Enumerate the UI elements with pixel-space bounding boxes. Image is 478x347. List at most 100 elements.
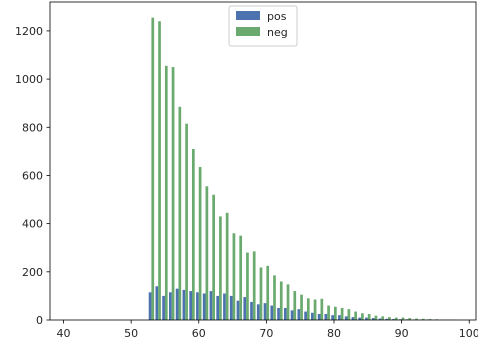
bar-pos-61 (202, 293, 206, 320)
bar-neg-90 (401, 317, 405, 320)
bar-pos-53 (148, 292, 152, 320)
bar-neg-58 (185, 123, 188, 320)
bar-pos-71 (270, 305, 274, 320)
bar-pos-80 (331, 315, 334, 320)
bar-neg-72 (279, 281, 283, 320)
y-tick-label-800: 800 (22, 121, 43, 134)
bar-pos-70 (263, 303, 267, 320)
bar-neg-83 (354, 311, 357, 320)
bar-neg-62 (212, 194, 215, 320)
bar-neg-53 (151, 17, 155, 320)
bar-pos-59 (189, 291, 192, 320)
x-tick-label-90: 90 (395, 327, 409, 340)
bar-pos-69 (256, 304, 260, 320)
bar-neg-84 (361, 313, 364, 320)
bar-neg-86 (374, 315, 378, 320)
bar-neg-85 (367, 313, 371, 320)
bar-pos-55 (162, 295, 165, 320)
bar-neg-65 (232, 233, 236, 320)
bar-pos-60 (196, 292, 199, 320)
bar-neg-57 (178, 106, 182, 320)
bar-neg-93 (421, 318, 425, 320)
bar-pos-77 (311, 312, 314, 320)
bar-pos-66 (236, 300, 240, 320)
bar-pos-68 (250, 301, 253, 320)
bar-neg-64 (225, 212, 229, 320)
bar-pos-64 (223, 293, 226, 320)
bar-neg-71 (273, 275, 276, 320)
x-tick-label-40: 40 (57, 327, 71, 340)
bar-neg-77 (313, 299, 317, 320)
y-tick-label-400: 400 (22, 218, 43, 231)
bar-pos-57 (175, 288, 179, 320)
bar-neg-89 (394, 317, 398, 320)
bar-pos-89 (392, 319, 395, 320)
legend-label-pos: pos (267, 10, 287, 23)
bar-pos-74 (290, 310, 294, 320)
bar-neg-76 (306, 298, 310, 320)
plot-frame (49, 1, 477, 321)
bar-neg-78 (320, 298, 324, 320)
bar-neg-88 (388, 317, 391, 320)
bar-neg-75 (300, 294, 303, 320)
bar-neg-70 (266, 265, 270, 320)
bar-pos-58 (182, 289, 186, 320)
bar-pos-75 (297, 309, 301, 320)
bar-pos-85 (365, 317, 368, 320)
legend-swatch-pos (236, 11, 260, 20)
bar-neg-92 (415, 318, 418, 320)
bar-pos-81 (338, 315, 341, 320)
bar-pos-63 (216, 295, 220, 320)
bar-pos-76 (304, 311, 307, 320)
bar-neg-68 (252, 251, 256, 320)
bar-neg-87 (381, 316, 385, 320)
bar-neg-54 (158, 21, 161, 321)
y-tick-label-600: 600 (22, 169, 43, 182)
bar-neg-67 (246, 252, 249, 320)
bar-pos-86 (371, 318, 375, 320)
bar-pos-54 (155, 286, 159, 320)
y-tick-label-1000: 1000 (15, 73, 43, 86)
x-tick-label-60: 60 (192, 327, 206, 340)
bar-pos-78 (317, 313, 321, 320)
y-tick-label-200: 200 (22, 266, 43, 279)
bar-neg-91 (408, 318, 412, 320)
x-tick-label-80: 80 (327, 327, 341, 340)
bar-neg-63 (219, 216, 222, 320)
bar-pos-73 (283, 307, 287, 320)
bar-neg-56 (171, 67, 175, 320)
bar-pos-82 (344, 316, 348, 320)
y-tick-label-1200: 1200 (15, 25, 43, 38)
x-tick-label-50: 50 (124, 327, 138, 340)
bar-neg-61 (205, 186, 209, 320)
bar-pos-87 (378, 318, 382, 320)
x-tick-label-70: 70 (259, 327, 273, 340)
x-tick-label-100: 100 (459, 327, 478, 340)
bar-pos-67 (243, 297, 247, 320)
bar-pos-72 (277, 307, 280, 320)
bar-neg-79 (327, 305, 330, 320)
bar-neg-82 (347, 309, 351, 320)
bar-neg-74 (293, 291, 297, 320)
bar-neg-66 (239, 235, 243, 320)
legend-label-neg: neg (267, 26, 288, 39)
bar-pos-62 (209, 291, 213, 320)
bar-neg-80 (334, 306, 337, 320)
bar-pos-83 (351, 317, 355, 320)
bar-pos-79 (324, 313, 328, 320)
bars-layer (148, 17, 472, 321)
bar-neg-94 (428, 319, 432, 320)
bar-neg-81 (340, 307, 344, 320)
bar-neg-73 (286, 284, 290, 320)
y-tick-label-0: 0 (36, 314, 43, 327)
bar-pos-56 (169, 292, 172, 320)
bar-neg-69 (259, 267, 263, 320)
legend: pos neg (228, 5, 298, 47)
bar-pos-65 (229, 295, 233, 320)
bar-neg-60 (198, 167, 202, 320)
legend-swatch-neg (236, 27, 260, 36)
bar-neg-59 (192, 148, 195, 320)
bar-pos-84 (358, 317, 362, 320)
